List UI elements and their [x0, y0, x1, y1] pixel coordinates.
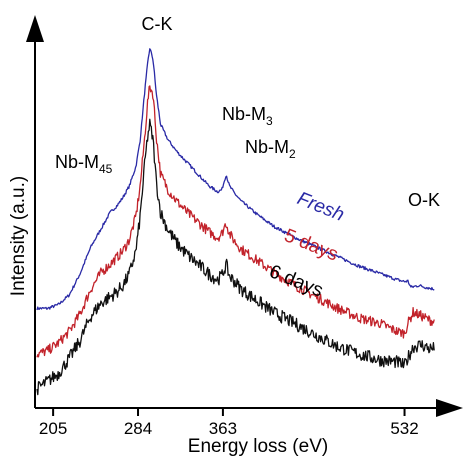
series-label-fresh: Fresh	[294, 188, 347, 226]
x-tick-label: 532	[390, 419, 418, 438]
series-line-fresh	[36, 48, 435, 311]
series-label-5-days: 5 days	[281, 225, 341, 265]
x-axis-arrow	[436, 399, 463, 417]
x-tick-label: 363	[209, 419, 237, 438]
x-axis-label: Energy loss (eV)	[188, 436, 328, 457]
annotation-nb-m2: Nb-M2	[245, 137, 296, 161]
series-line-6-days	[36, 118, 435, 396]
annotation-c-k: C-K	[142, 14, 173, 34]
x-ticks: 205 284 363 532	[39, 408, 419, 438]
nb-m3-sub: 3	[266, 114, 273, 128]
nb-m2-main: Nb-M	[245, 137, 289, 157]
series-line-5-days	[36, 85, 435, 358]
annotation-nb-m45: Nb-M45	[55, 152, 113, 176]
x-tick-label: 284	[124, 419, 152, 438]
series-label-6-days: 6 days	[266, 261, 326, 301]
nb-m45-main: Nb-M	[55, 152, 99, 172]
y-axis-label: Intensity (a.u.)	[8, 176, 29, 296]
annotation-o-k: O-K	[408, 190, 440, 210]
annotation-nb-m3: Nb-M3	[222, 104, 273, 128]
y-axis-arrow	[26, 15, 44, 42]
x-tick-label: 205	[39, 419, 67, 438]
series-group	[36, 48, 435, 396]
nb-m2-sub: 2	[289, 147, 296, 161]
nb-m45-sub: 45	[99, 162, 113, 176]
nb-m3-main: Nb-M	[222, 104, 266, 124]
